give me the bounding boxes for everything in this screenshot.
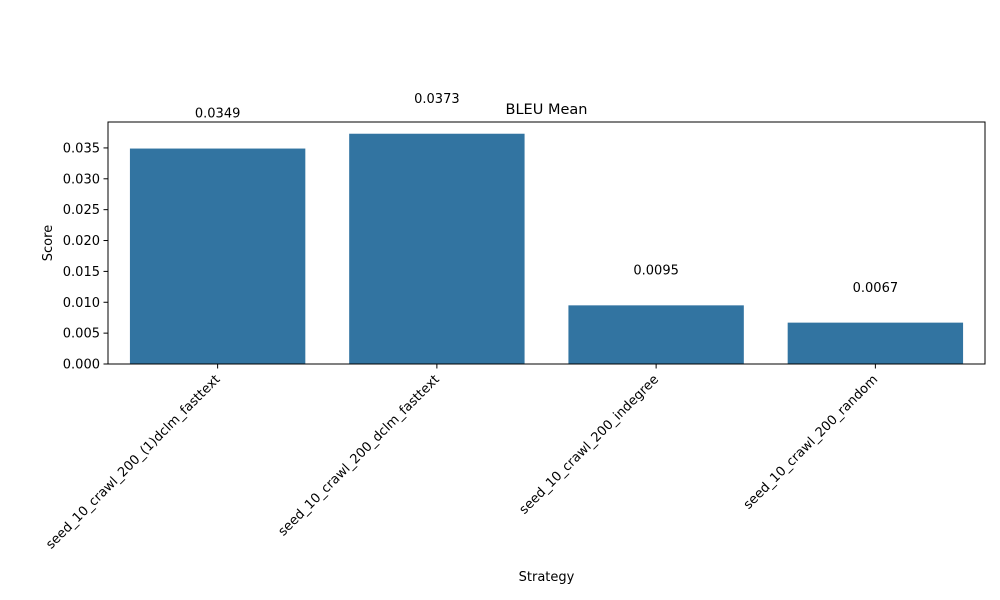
bar <box>787 322 964 364</box>
bar-value-label: 0.0067 <box>853 281 899 296</box>
chart-title: BLEU Mean <box>506 102 588 118</box>
y-tick-label: 0.020 <box>63 234 100 249</box>
x-tick-label: seed_10_crawl_200_indegree <box>517 372 662 517</box>
x-tick-label: seed_10_crawl_200_(1)dclm_fasttext <box>43 372 223 552</box>
bars <box>129 133 964 364</box>
y-axis-label: Score <box>41 225 56 261</box>
plot-frame <box>107 121 986 365</box>
bar-value-label: 0.0349 <box>195 107 241 122</box>
value-labels: 0.0349 0.0373 0.0095 0.0067 <box>195 92 898 296</box>
bar-value-label: 0.0095 <box>633 263 679 278</box>
y-axis: 0.000 0.005 0.010 0.015 0.020 0.025 0.030 0.035 <box>63 141 108 373</box>
x-tick-label: seed_10_crawl_200_random <box>741 372 881 512</box>
y-tick-label: 0.015 <box>63 265 100 280</box>
y-tick-label: 0.030 <box>63 172 100 187</box>
y-tick-label: 0.035 <box>63 141 100 156</box>
x-axis-label: Strategy <box>519 570 575 585</box>
x-axis: seed_10_crawl_200_(1)dclm_fasttext seed_1… <box>43 364 881 552</box>
bar <box>129 148 306 364</box>
y-tick-label: 0.005 <box>63 327 100 342</box>
x-tick-label: seed_10_crawl_200_dclm_fasttext <box>276 372 443 539</box>
bar <box>568 305 744 364</box>
bar <box>349 133 525 364</box>
y-tick-label: 0.010 <box>63 296 100 311</box>
y-tick-label: 0.000 <box>63 358 100 373</box>
y-tick-label: 0.025 <box>63 203 100 218</box>
bar-value-label: 0.0373 <box>414 92 460 107</box>
